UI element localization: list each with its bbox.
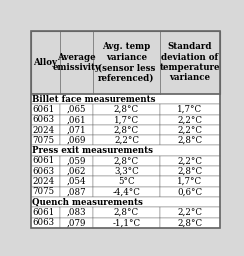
Text: 2,8°C: 2,8°C bbox=[114, 208, 139, 217]
Bar bbox=[60, 104, 93, 115]
Bar bbox=[60, 125, 93, 135]
Text: ,083: ,083 bbox=[67, 208, 86, 217]
Bar bbox=[30, 156, 60, 166]
Bar bbox=[93, 218, 160, 228]
Bar bbox=[160, 218, 220, 228]
Text: 2024: 2024 bbox=[32, 125, 54, 135]
Text: Billet face measurements: Billet face measurements bbox=[32, 95, 155, 104]
Text: ,054: ,054 bbox=[67, 177, 86, 186]
Bar bbox=[60, 135, 93, 145]
Text: ,069: ,069 bbox=[67, 136, 86, 145]
Text: 6063: 6063 bbox=[32, 115, 54, 124]
Text: 6063: 6063 bbox=[32, 218, 54, 227]
Bar bbox=[93, 135, 160, 145]
Bar bbox=[60, 187, 93, 197]
Bar bbox=[30, 166, 60, 176]
Bar bbox=[30, 135, 60, 145]
Text: 7075: 7075 bbox=[32, 187, 54, 196]
Text: 2,2°C: 2,2°C bbox=[177, 208, 202, 217]
Bar bbox=[93, 176, 160, 187]
Bar bbox=[93, 207, 160, 218]
Text: 6061: 6061 bbox=[32, 105, 54, 114]
Text: 6061: 6061 bbox=[32, 208, 54, 217]
Text: 1,7°C: 1,7°C bbox=[177, 105, 202, 114]
Bar bbox=[60, 218, 93, 228]
Bar bbox=[30, 125, 60, 135]
Text: 2,8°C: 2,8°C bbox=[114, 105, 139, 114]
Text: -1,1°C: -1,1°C bbox=[112, 218, 141, 227]
Text: 2,2°C: 2,2°C bbox=[177, 125, 202, 135]
Bar bbox=[30, 94, 220, 104]
Bar bbox=[60, 176, 93, 187]
Text: 2,8°C: 2,8°C bbox=[114, 156, 139, 165]
Bar bbox=[160, 187, 220, 197]
Bar bbox=[93, 187, 160, 197]
Text: 2,2°C: 2,2°C bbox=[177, 156, 202, 165]
Text: 2,8°C: 2,8°C bbox=[177, 218, 202, 227]
Text: Quench measurements: Quench measurements bbox=[32, 198, 143, 207]
Text: ,087: ,087 bbox=[67, 187, 86, 196]
Bar bbox=[160, 166, 220, 176]
Text: 2,8°C: 2,8°C bbox=[177, 167, 202, 176]
Bar bbox=[30, 197, 220, 207]
Bar bbox=[93, 166, 160, 176]
Bar bbox=[93, 156, 160, 166]
Text: ,065: ,065 bbox=[67, 105, 86, 114]
Bar bbox=[30, 187, 60, 197]
Text: 2,2°C: 2,2°C bbox=[177, 115, 202, 124]
Bar bbox=[160, 104, 220, 115]
Bar bbox=[30, 104, 60, 115]
Bar bbox=[60, 166, 93, 176]
Text: 1,7°C: 1,7°C bbox=[114, 115, 139, 124]
Bar bbox=[30, 207, 60, 218]
Bar bbox=[160, 125, 220, 135]
Bar bbox=[160, 115, 220, 125]
Bar bbox=[60, 207, 93, 218]
Text: 2,8°C: 2,8°C bbox=[114, 125, 139, 135]
Bar bbox=[160, 156, 220, 166]
Text: 6063: 6063 bbox=[32, 167, 54, 176]
Bar bbox=[60, 156, 93, 166]
Text: ,061: ,061 bbox=[67, 115, 86, 124]
Bar bbox=[30, 145, 220, 156]
Bar bbox=[160, 207, 220, 218]
Bar bbox=[60, 115, 93, 125]
Text: ,079: ,079 bbox=[67, 218, 86, 227]
Text: 2024: 2024 bbox=[32, 177, 54, 186]
Bar bbox=[160, 135, 220, 145]
Bar bbox=[160, 176, 220, 187]
Text: Alloy: Alloy bbox=[33, 58, 57, 67]
Text: 6061: 6061 bbox=[32, 156, 54, 165]
Text: ,071: ,071 bbox=[67, 125, 86, 135]
Text: 2,8°C: 2,8°C bbox=[177, 136, 202, 145]
Text: 0,6°C: 0,6°C bbox=[177, 187, 202, 196]
Text: Standard
deviation of
temperature
variance: Standard deviation of temperature varian… bbox=[160, 42, 220, 82]
Text: 1,7°C: 1,7°C bbox=[177, 177, 202, 186]
Bar bbox=[30, 115, 60, 125]
Text: ,062: ,062 bbox=[67, 167, 86, 176]
Bar bbox=[93, 104, 160, 115]
Text: -4,4°C: -4,4°C bbox=[112, 187, 140, 196]
Text: 2,2°C: 2,2°C bbox=[114, 136, 139, 145]
Bar bbox=[30, 31, 220, 94]
Text: Average
emissivity: Average emissivity bbox=[52, 53, 100, 72]
Bar bbox=[30, 176, 60, 187]
Text: Avg. temp
variance
(sensor less
referenced): Avg. temp variance (sensor less referenc… bbox=[98, 42, 155, 82]
Bar bbox=[30, 218, 60, 228]
Text: 3,3°C: 3,3°C bbox=[114, 167, 139, 176]
Text: Press exit measurements: Press exit measurements bbox=[32, 146, 153, 155]
Text: 7075: 7075 bbox=[32, 136, 54, 145]
Text: ,059: ,059 bbox=[67, 156, 86, 165]
Bar bbox=[93, 115, 160, 125]
Text: 5°C: 5°C bbox=[118, 177, 135, 186]
Bar bbox=[93, 125, 160, 135]
